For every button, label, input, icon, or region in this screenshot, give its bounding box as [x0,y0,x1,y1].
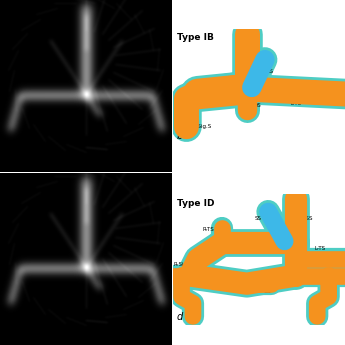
Text: R-Sig.S: R-Sig.S [186,122,212,129]
Text: Type IB: Type IB [177,33,214,42]
Text: d: d [177,312,183,322]
Text: SS: SS [260,69,274,73]
Text: b: b [177,131,183,141]
Text: R-TS: R-TS [203,227,223,235]
Text: SSS: SSS [296,216,313,221]
Text: OS: OS [257,285,271,294]
Text: R-Sig.S: R-Sig.S [173,262,193,273]
Text: L-TS: L-TS [315,246,326,259]
Text: Type ID: Type ID [177,199,214,208]
Text: L-Sig.: L-Sig. [313,259,328,273]
Text: OS: OS [247,103,261,108]
Text: L-S: L-S [333,96,342,101]
Text: JV: JV [186,315,193,320]
Text: SS: SS [255,216,269,221]
Text: L-TS: L-TS [290,94,302,106]
Text: JV: JV [317,315,324,320]
Text: SSS: SSS [247,54,262,59]
